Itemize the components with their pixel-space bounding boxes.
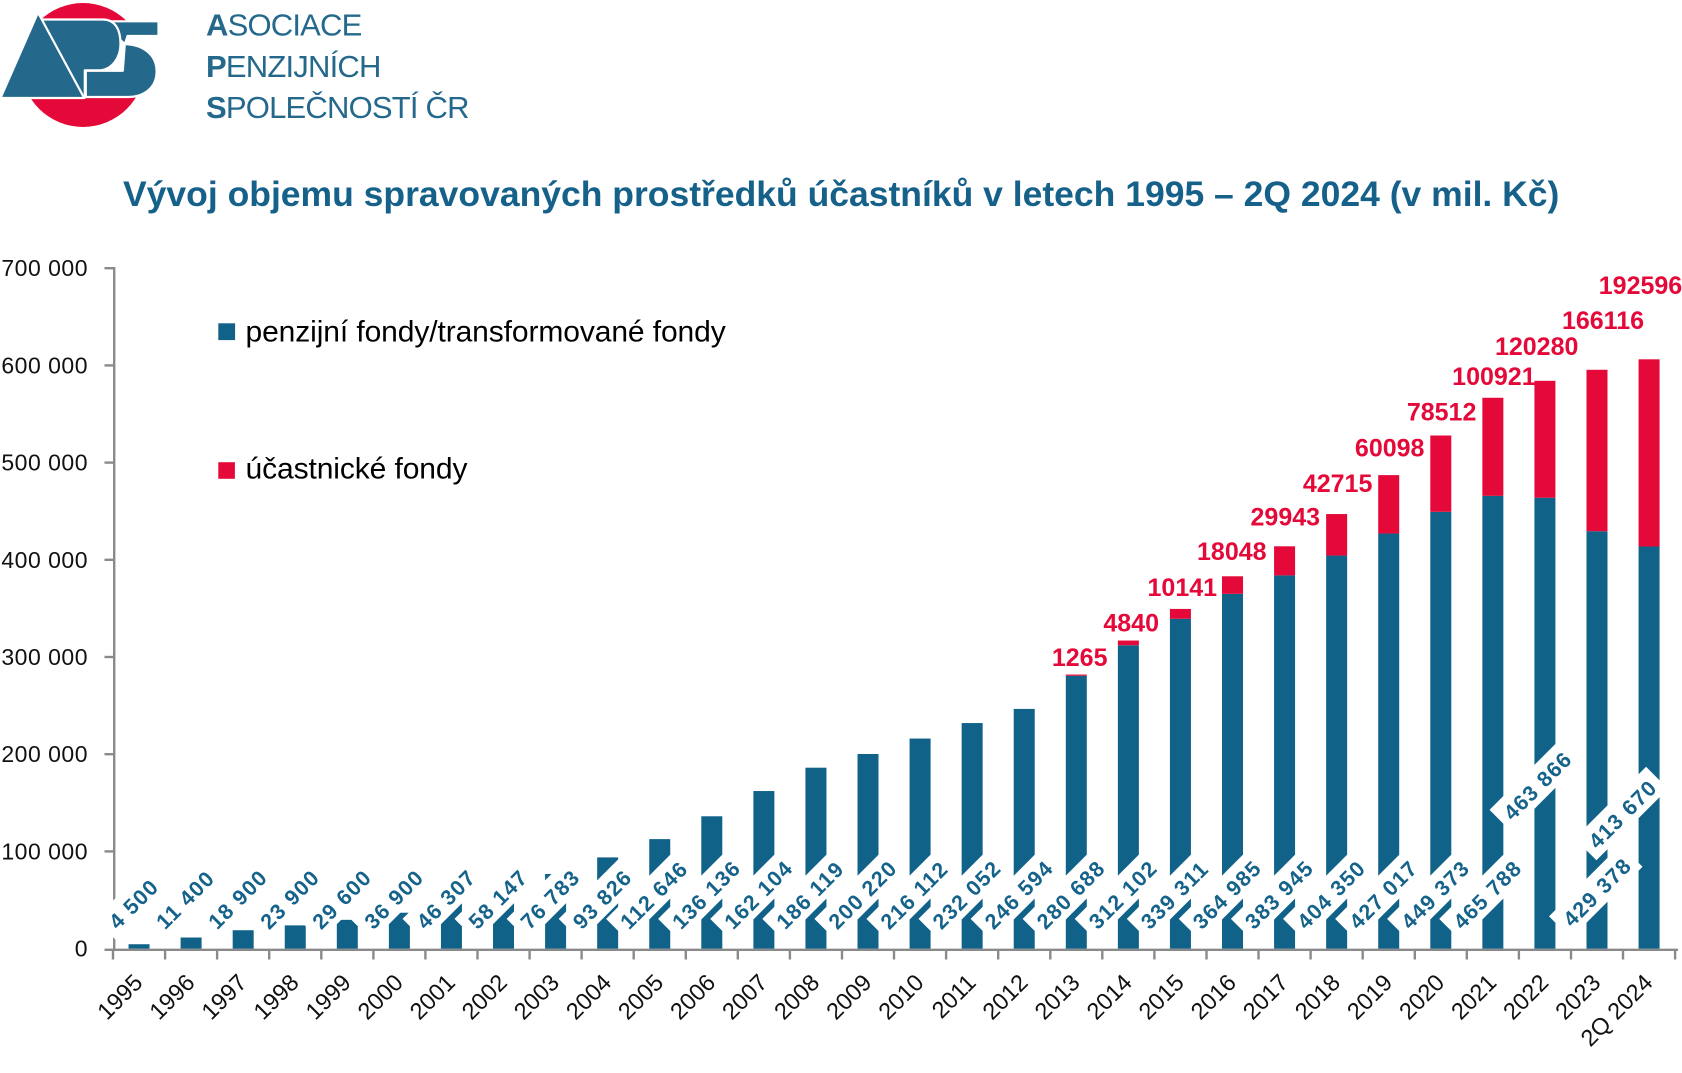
svg-text:60098: 60098 <box>1355 435 1425 463</box>
svg-text:300 000: 300 000 <box>1 644 88 670</box>
svg-text:ASOCIACE: ASOCIACE <box>206 8 362 43</box>
svg-text:600 000: 600 000 <box>1 352 88 378</box>
svg-text:192596: 192596 <box>1599 272 1682 300</box>
svg-text:78512: 78512 <box>1407 399 1477 427</box>
svg-text:42715: 42715 <box>1303 470 1373 498</box>
svg-text:29943: 29943 <box>1251 504 1321 532</box>
svg-text:100921: 100921 <box>1452 363 1536 391</box>
svg-text:PENZIJNÍCH: PENZIJNÍCH <box>206 49 381 84</box>
svg-text:0: 0 <box>75 936 88 962</box>
svg-text:120280: 120280 <box>1495 333 1578 361</box>
svg-text:18048: 18048 <box>1197 538 1267 566</box>
svg-text:166116: 166116 <box>1562 307 1644 335</box>
svg-text:1265: 1265 <box>1052 644 1108 672</box>
svg-text:Vývoj objemu spravovaných pros: Vývoj objemu spravovaných prostředků úča… <box>123 174 1559 214</box>
svg-text:100 000: 100 000 <box>1 838 88 864</box>
svg-text:200 000: 200 000 <box>1 741 88 767</box>
svg-text:500 000: 500 000 <box>1 450 88 476</box>
svg-text:700 000: 700 000 <box>1 255 88 281</box>
svg-text:SPOLEČNOSTÍ ČR: SPOLEČNOSTÍ ČR <box>206 90 469 125</box>
svg-text:4840: 4840 <box>1103 610 1159 638</box>
svg-text:400 000: 400 000 <box>1 547 88 573</box>
svg-text:penzijní fondy/transformované: penzijní fondy/transformované fondy <box>246 316 726 349</box>
svg-text:účastnické fondy: účastnické fondy <box>246 452 468 485</box>
svg-text:10141: 10141 <box>1148 574 1218 602</box>
